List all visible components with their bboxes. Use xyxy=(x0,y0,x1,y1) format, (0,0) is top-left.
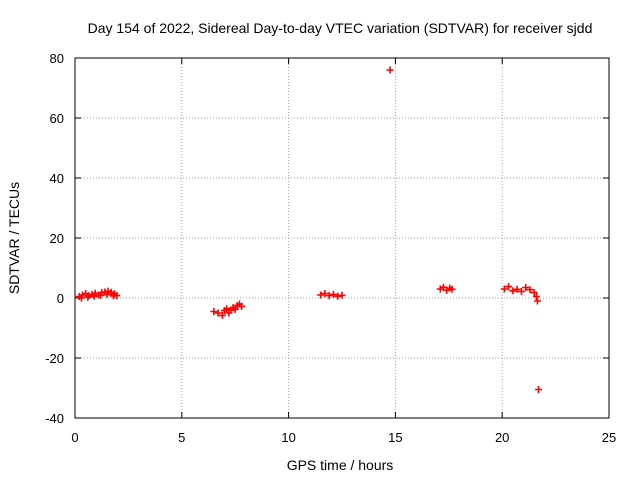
data-point xyxy=(84,293,92,301)
data-point xyxy=(517,287,525,295)
data-point xyxy=(338,291,346,299)
axis-ticks xyxy=(74,57,610,419)
y-tick-label: 20 xyxy=(50,231,64,246)
data-point xyxy=(104,287,112,295)
y-tick-labels: -40 -20 0 20 40 60 80 xyxy=(45,51,64,426)
data-point xyxy=(386,66,394,74)
data-point xyxy=(533,297,541,305)
data-point xyxy=(526,286,534,294)
data-point xyxy=(77,294,85,302)
data-point xyxy=(231,305,239,313)
data-point xyxy=(90,292,98,300)
x-tick-label: 10 xyxy=(281,430,295,445)
data-point xyxy=(530,289,538,297)
grid xyxy=(75,58,609,418)
y-tick-label: 80 xyxy=(50,51,64,66)
data-point xyxy=(532,293,540,300)
data-point xyxy=(329,290,337,298)
data-point xyxy=(210,308,218,315)
data-point xyxy=(535,386,543,393)
x-tick-label: 0 xyxy=(71,430,78,445)
x-tick-label: 15 xyxy=(388,430,402,445)
y-tick-label: -20 xyxy=(45,351,64,366)
x-tick-label: 25 xyxy=(602,430,616,445)
data-point xyxy=(500,285,508,293)
chart-title: Day 154 of 2022, Sidereal Day-to-day VTE… xyxy=(88,20,593,36)
y-tick-label: 40 xyxy=(50,171,64,186)
data-point xyxy=(218,311,226,319)
data-point xyxy=(509,287,517,295)
data-point xyxy=(97,291,105,299)
data-point xyxy=(238,302,246,310)
y-tick-label: -40 xyxy=(45,411,64,426)
y-axis-title: SDTVAR / TECUs xyxy=(6,182,22,294)
data-point xyxy=(448,285,456,293)
data-point xyxy=(505,283,513,291)
data-point xyxy=(317,291,325,299)
data-point xyxy=(334,292,342,300)
y-tick-label: 0 xyxy=(57,291,64,306)
x-tick-labels: 0 5 10 15 20 25 xyxy=(71,430,616,445)
data-point xyxy=(107,288,115,296)
data-point xyxy=(214,309,222,317)
x-tick-label: 20 xyxy=(495,430,509,445)
data-point xyxy=(325,292,333,300)
data-point xyxy=(109,292,117,300)
data-points xyxy=(75,66,543,393)
data-point xyxy=(223,305,231,313)
x-axis-title: GPS time / hours xyxy=(287,457,394,473)
data-point xyxy=(513,285,521,293)
data-point xyxy=(522,284,530,291)
data-point xyxy=(103,290,111,298)
y-tick-label: 60 xyxy=(50,111,64,126)
data-point xyxy=(321,290,329,297)
x-tick-label: 5 xyxy=(178,430,185,445)
